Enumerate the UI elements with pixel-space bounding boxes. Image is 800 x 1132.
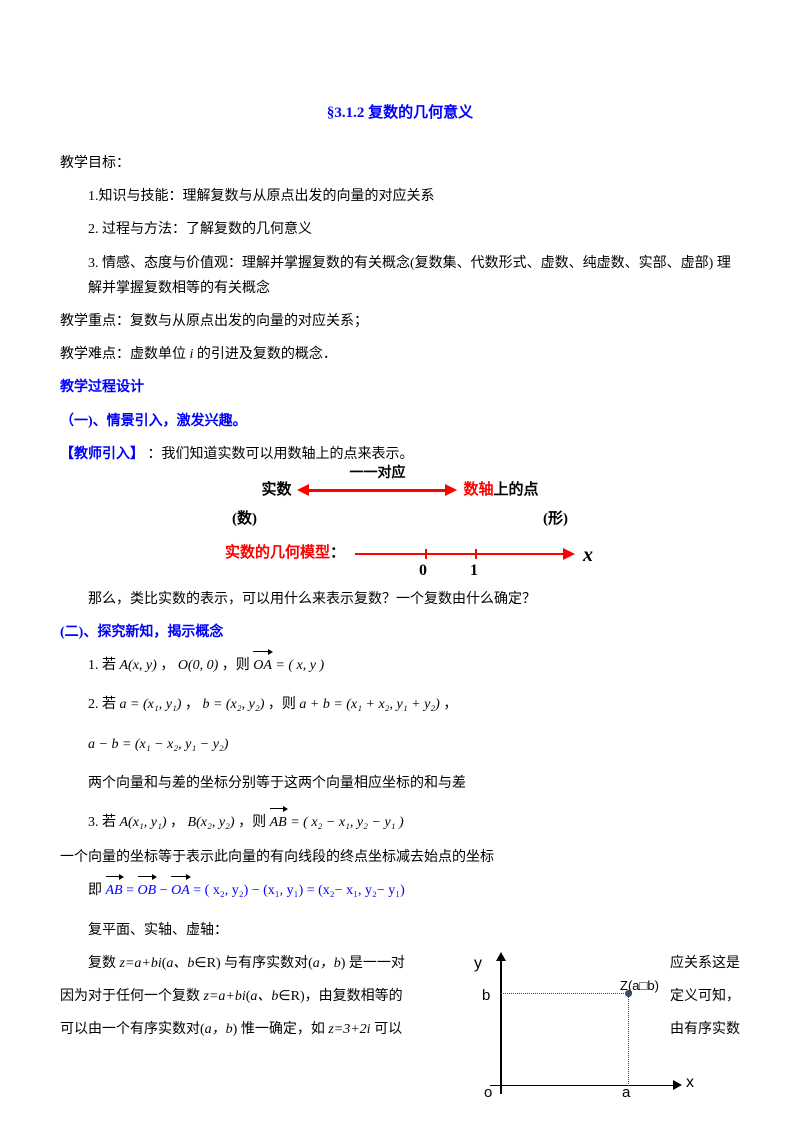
- cp2e: ∈R)，由复数相等的: [278, 989, 402, 1004]
- d1-left-top: 实数: [261, 477, 291, 504]
- ie-ab: AB: [106, 878, 123, 903]
- i3-a: A(x₁, y₁): [120, 815, 167, 830]
- d2-b-label: b: [482, 982, 490, 1009]
- ie-rest: = ( x₂, y₂) − (x₁, y₁) = (x₂− x₁, y₂− y₁…: [193, 883, 405, 898]
- d1b-colon: ：: [330, 545, 345, 561]
- d1-arrow: 一一对应: [297, 479, 457, 501]
- cp1g: ) 是一一对: [341, 956, 405, 971]
- i1-eq: = ( x, y ): [275, 658, 324, 673]
- cp3c: ) 惟一确定，如: [233, 1022, 329, 1037]
- d1b-model-label: 实数的几何模型: [225, 545, 330, 561]
- i3-b: B(x₂, y₂): [188, 815, 235, 830]
- i2-then: ，则: [268, 697, 300, 712]
- section-1-header: （一)、情景引入，激发兴趣。: [60, 409, 740, 434]
- cp1d: a、b: [166, 956, 194, 971]
- ie-oa: OA: [171, 878, 190, 903]
- d1-right-top: 数轴上的点: [463, 477, 538, 504]
- goal-1: 1.知识与技能：理解复数与从原点出发的向量的对应关系: [60, 184, 740, 209]
- goal-2: 2. 过程与方法：了解复数的几何意义: [60, 217, 740, 242]
- i3-pre: 3. 若: [88, 815, 120, 830]
- complex-plane-diagram: y x o a b Z(a□b): [470, 954, 680, 1104]
- item-3: 3. 若 A(x₁, y₁) ， B(x₂, y₂) ，则 AB = ( x₂ …: [60, 810, 740, 835]
- d2-a-label: a: [622, 1079, 630, 1106]
- item-2: 2. 若 a = (x₁, y₁) ， b = (x₂, y₂) ，则 a + …: [60, 692, 740, 717]
- cp1f: a，b: [313, 956, 341, 971]
- d1-arrow-label: 一一对应: [297, 461, 457, 486]
- real-number-diagram: 实数 一一对应 数轴上的点 (数) (形): [210, 477, 590, 533]
- d1b-tick-1: 1: [470, 557, 478, 586]
- teacher-label: 【教师引入】: [60, 447, 144, 462]
- ie-line: 即 AB = OB − OA = ( x₂, y₂) − (x₁, y₁) = …: [60, 878, 740, 903]
- i1-pre: 1. 若: [88, 658, 120, 673]
- d1-right-bot: (形): [543, 506, 568, 533]
- cp1e: ∈R) 与有序实数对(: [194, 956, 312, 971]
- d2-x-label: x: [686, 1069, 694, 1098]
- cp1a: 复数: [88, 956, 120, 971]
- d1b-tick-0: 0: [419, 557, 427, 586]
- i2-end: ，: [443, 697, 457, 712]
- cp1h: 应关系这是: [670, 951, 740, 976]
- difficulty-post: 的引进及复数的概念．: [193, 347, 337, 362]
- i3-eq: = ( x₂ − x₁, y₂ − y₁ ): [290, 815, 404, 830]
- goal-3: 3. 情感、态度与价值观：理解并掌握复数的有关概念(复数集、代数形式、虚数、纯虚…: [60, 251, 740, 301]
- i2-diff: a − b = (x₁ − x₂, y₁ − y₂): [88, 737, 228, 752]
- i1-o: O(0, 0): [178, 658, 218, 673]
- i2-sum: a + b = (x₁ + x₂, y₁ + y₂): [299, 697, 439, 712]
- cp2a: 因为对于任何一个复数: [60, 989, 204, 1004]
- difficulty-pre: 教学难点：虚数单位: [60, 347, 190, 362]
- d1-left-bot: (数): [232, 506, 257, 533]
- i1-mid: ，: [160, 658, 178, 673]
- i2-pre: 2. 若: [88, 697, 120, 712]
- i1-then: ，则: [222, 658, 254, 673]
- d2-z-label: Z(a□b): [620, 974, 659, 997]
- i2-b: b = (x₂, y₂): [202, 697, 264, 712]
- i3-mid: ，: [170, 815, 188, 830]
- d1-right-black: 上的点: [494, 482, 539, 498]
- cp3f: 由有序实数: [670, 1017, 740, 1042]
- ie-label: 即: [88, 883, 106, 898]
- difficulty: 教学难点：虚数单位 i 的引进及复数的概念．: [60, 342, 740, 367]
- cp3a: 可以由一个有序实数对(: [60, 1022, 205, 1037]
- cp3d: z=3+2i: [328, 1022, 370, 1037]
- ie-eq1: =: [126, 883, 137, 898]
- d2-y-label: y: [474, 950, 482, 979]
- d2-origin-label: o: [484, 1079, 492, 1106]
- i3-vec: AB: [270, 810, 287, 835]
- i2-a: a = (x₁, y₁): [120, 697, 182, 712]
- ie-ob: OB: [138, 878, 157, 903]
- teacher-text: ：我们知道实数可以用数轴上的点来表示。: [144, 447, 414, 462]
- d1-right-red: 数轴: [463, 482, 493, 498]
- item-3-note: 一个向量的坐标等于表示此向量的有向线段的终点坐标减去始点的坐标: [60, 845, 740, 870]
- cp3e: 可以: [371, 1022, 403, 1037]
- key-point: 教学重点：复数与从原点出发的向量的对应关系；: [60, 309, 740, 334]
- i1-vec: OA: [253, 653, 272, 678]
- cplane-header: 复平面、实轴、虚轴：: [60, 918, 740, 943]
- cp2f: 定义可知，: [670, 984, 740, 1009]
- question-after-d1: 那么，类比实数的表示，可以用什么来表示复数？一个复数由什么确定？: [60, 587, 740, 612]
- cp2b: z=a+bi: [204, 989, 246, 1004]
- item-2-note: 两个向量和与差的坐标分别等于这两个向量相应坐标的和与差: [60, 771, 740, 796]
- i3-then: ，则: [238, 815, 270, 830]
- number-line-diagram: 实数的几何模型： 0 1 x: [180, 539, 620, 569]
- item-2-diff: a − b = (x₁ − x₂, y₁ − y₂): [60, 732, 740, 757]
- d1b-axis: 0 1 x: [355, 539, 575, 569]
- item-1: 1. 若 A(x, y) ， O(0, 0) ，则 OA = ( x, y ): [60, 653, 740, 678]
- goals-header: 教学目标：: [60, 151, 740, 176]
- cp2d: a、b: [250, 989, 278, 1004]
- d1b-xlabel: x: [583, 537, 593, 573]
- i1-a: A(x, y): [120, 658, 157, 673]
- ie-minus: −: [160, 883, 171, 898]
- i2-mid: ，: [185, 697, 203, 712]
- cp3b: a，b: [205, 1022, 233, 1037]
- process-header: 教学过程设计: [60, 375, 740, 400]
- cp1b: z=a+bi: [120, 956, 162, 971]
- section-2-header: (二)、探究新知，揭示概念: [60, 620, 740, 645]
- page-title: §3.1.2 复数的几何意义: [60, 100, 740, 127]
